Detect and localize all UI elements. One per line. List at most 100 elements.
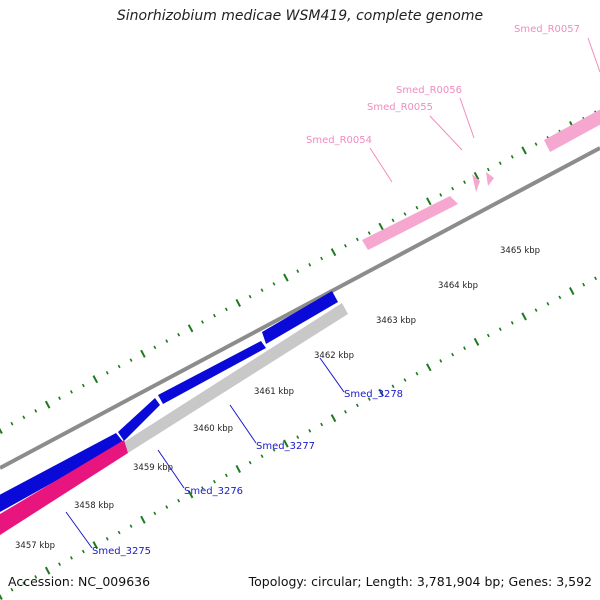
minor-tick [439,359,443,363]
major-tick [426,197,432,206]
minor-tick [105,371,109,375]
minor-tick [391,218,395,223]
gene-leader-line [65,511,93,549]
minor-tick [451,186,455,191]
minor-tick [212,313,216,318]
rna-feature[interactable] [486,172,494,186]
minor-tick [415,205,419,210]
minor-tick [486,167,490,172]
major-tick [569,287,575,296]
gene-feature[interactable] [124,303,348,453]
major-tick [44,566,51,575]
rna-feature[interactable] [362,196,458,250]
gene-label[interactable]: Smed_3277 [256,441,315,452]
major-tick [0,593,3,600]
minor-tick [81,549,85,554]
accession-text: Accession: NC_009636 [8,574,151,589]
topology-text: Topology: circular; Length: 3,781,904 bp… [248,574,592,589]
major-tick [521,146,527,155]
major-tick [235,464,241,473]
gene-leader-line [319,357,345,393]
major-tick [187,324,194,333]
gene-feature[interactable] [158,341,266,404]
rna-label[interactable]: Smed_R0054 [306,135,372,146]
minor-tick [403,212,407,216]
minor-tick [439,193,443,197]
minor-tick [105,537,109,541]
gene-label[interactable]: Smed_3275 [92,546,151,557]
minor-tick [153,345,157,350]
minor-tick [343,410,347,414]
minor-tick [58,396,62,400]
minor-tick [22,415,26,420]
minor-tick [558,295,562,300]
kbp-label: 3461 kbp [254,387,294,397]
minor-tick [355,403,359,408]
major-tick [187,490,194,499]
minor-tick [546,302,550,306]
minor-tick [498,161,502,165]
kbp-label: 3464 kbp [438,281,478,291]
inner-tick-ring [0,276,598,600]
gene-label[interactable]: Smed_3276 [184,486,243,497]
minor-tick [594,276,598,281]
gene-feature[interactable] [262,291,338,344]
gene-label[interactable]: Smed_3278 [344,389,403,400]
genome-backbone [0,146,600,470]
minor-tick [260,454,264,458]
minor-tick [415,371,419,376]
major-tick [473,171,480,180]
minor-tick [129,358,133,362]
minor-tick [129,524,133,528]
minor-tick [177,332,181,337]
minor-tick [69,390,73,394]
gene-feature[interactable] [0,433,124,512]
minor-tick [34,409,38,413]
minor-tick [165,505,169,509]
major-tick [330,414,337,423]
minor-tick [343,244,347,248]
minor-tick [308,429,312,433]
rna-leader-line [587,37,600,73]
gene-feature[interactable] [118,398,160,441]
minor-tick [212,479,216,484]
minor-tick [272,282,276,286]
major-tick [235,298,241,307]
gene-feature[interactable] [0,440,128,535]
major-tick [140,515,146,524]
rna-label[interactable]: Smed_R0056 [396,85,462,96]
outer-tick-ring [0,110,598,434]
rna-label[interactable]: Smed_R0055 [367,102,433,113]
minor-tick [260,288,264,292]
rna-feature[interactable] [544,104,600,152]
minor-tick [403,378,407,382]
rna-feature[interactable] [472,174,480,192]
gene-leader-line [229,404,257,444]
minor-tick [534,308,538,312]
kbp-label: 3459 kbp [133,463,173,473]
major-tick [44,400,51,409]
minor-tick [248,460,252,465]
minor-tick [224,473,228,478]
major-tick [521,312,527,321]
minor-tick [69,556,73,560]
major-tick [0,427,3,434]
rna-leader-line [429,115,463,151]
kbp-label: 3463 kbp [376,316,416,326]
minor-tick [367,231,371,235]
minor-tick [10,587,14,592]
minor-tick [22,581,26,586]
minor-tick [486,333,490,338]
minor-tick [153,511,157,516]
genome-title: Sinorhizobium medicae WSM419, complete g… [116,8,484,24]
minor-tick [320,256,324,261]
minor-tick [582,282,586,287]
minor-tick [451,352,455,357]
major-tick [378,222,384,231]
kbp-label: 3462 kbp [314,351,354,361]
major-tick [330,248,337,257]
rna-label[interactable]: Smed_R0057 [514,24,580,35]
minor-tick [463,180,467,184]
